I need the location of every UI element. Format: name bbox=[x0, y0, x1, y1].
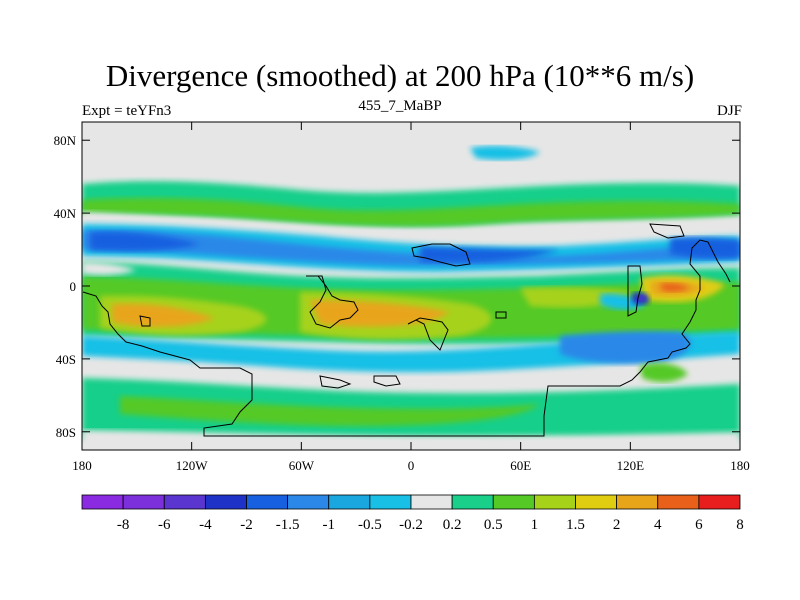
colorbar-label: -4 bbox=[199, 517, 212, 533]
x-tick-label: 120W bbox=[176, 458, 209, 473]
colorbar-label: 1.5 bbox=[566, 517, 585, 533]
x-tick-label: 60E bbox=[510, 458, 531, 473]
x-tick-label: 60W bbox=[289, 458, 315, 473]
y-tick-label: 0 bbox=[70, 279, 77, 294]
colorbar-label: -1.5 bbox=[276, 517, 300, 533]
coast-outline-indonesia bbox=[627, 265, 643, 317]
colorbar-swatch bbox=[410, 494, 453, 510]
colorbar-swatch bbox=[204, 494, 247, 510]
colorbar-label: 2 bbox=[613, 517, 621, 533]
y-tick-label: 80S bbox=[56, 425, 76, 440]
colorbar-label: -8 bbox=[117, 517, 130, 533]
westpac-strong-conv bbox=[670, 237, 740, 259]
colorbar-swatch bbox=[369, 494, 412, 510]
coast-outline-pacific bbox=[82, 239, 731, 437]
colorbar-swatch bbox=[287, 494, 330, 510]
coast-outline-japan bbox=[649, 223, 685, 239]
coast-outline-antarctic-peninsula bbox=[319, 375, 352, 389]
colorbar-swatch bbox=[328, 494, 371, 510]
experiment-label: Expt = teYFn3 bbox=[82, 103, 172, 119]
colorbar-swatch bbox=[81, 494, 124, 510]
colorbar-label: 4 bbox=[654, 517, 662, 533]
colorbar-swatch bbox=[163, 494, 206, 510]
y-axis: 80N 40N 0 40S 80S bbox=[54, 133, 740, 440]
colorbar-swatch bbox=[122, 494, 165, 510]
colorbar-swatch bbox=[492, 494, 535, 510]
subtropical-blue-core bbox=[82, 229, 740, 266]
colorbar-label: -6 bbox=[158, 517, 171, 533]
x-axis: 180 120W 60W 0 60E 120E 180 bbox=[72, 122, 750, 473]
east-pacific-gap bbox=[82, 262, 136, 276]
colorbar-label: 8 bbox=[736, 517, 744, 533]
pacific-strong-conv bbox=[90, 231, 200, 252]
x-tick-label: 180 bbox=[730, 458, 750, 473]
colorbar-label: -0.2 bbox=[399, 517, 423, 533]
colorbar-label: -0.5 bbox=[358, 517, 382, 533]
coast-outline-island bbox=[139, 315, 151, 327]
antarctic-gap bbox=[82, 430, 740, 450]
colorbar-label: -1 bbox=[323, 517, 336, 533]
colorbar: -8 -6 -4 -2 -1.5 -1 -0.5 -0.2 0.2 0.5 1 1.5 2 4 6 8 bbox=[81, 494, 744, 533]
colorbar-label: 0.2 bbox=[443, 517, 462, 533]
x-tick-label: 0 bbox=[408, 458, 415, 473]
south-indian-conv bbox=[560, 331, 691, 364]
chart-title: Divergence (smoothed) at 200 hPa (10**6 … bbox=[105, 58, 695, 93]
colorbar-swatch bbox=[575, 494, 618, 510]
south-east-div-patch bbox=[640, 363, 688, 383]
africa-strong-conv bbox=[420, 246, 560, 263]
coast-outline-southamerica bbox=[306, 275, 359, 329]
southern-green-band bbox=[120, 396, 540, 426]
colorbar-label: -2 bbox=[240, 517, 253, 533]
divergence-field bbox=[82, 145, 740, 450]
coast-outline-south-georgia bbox=[373, 375, 401, 387]
y-tick-label: 40N bbox=[54, 206, 77, 221]
indian-conv-patch bbox=[600, 293, 645, 310]
y-tick-label: 80N bbox=[54, 133, 77, 148]
coast-outline-africa bbox=[411, 243, 471, 267]
colorbar-swatch bbox=[451, 494, 494, 510]
case-label: 455_7_MaBP bbox=[358, 98, 442, 114]
north-green-band bbox=[82, 197, 740, 227]
colorbar-label: 6 bbox=[695, 517, 703, 533]
coast-outline-southafrica bbox=[407, 317, 449, 351]
colorbar-label: 1 bbox=[531, 517, 539, 533]
coastlines bbox=[82, 223, 731, 437]
colorbar-label: 0.5 bbox=[484, 517, 503, 533]
colorbar-swatch bbox=[657, 494, 700, 510]
arctic-conv-patch bbox=[470, 145, 540, 160]
y-tick-label: 40S bbox=[56, 352, 76, 367]
borneo-peak-conv bbox=[637, 295, 646, 302]
coast-outline-madagascar bbox=[495, 311, 507, 319]
x-tick-label: 120E bbox=[617, 458, 645, 473]
colorbar-swatch bbox=[698, 494, 741, 510]
colorbar-swatch bbox=[533, 494, 576, 510]
x-tick-label: 180 bbox=[72, 458, 92, 473]
colorbar-swatch bbox=[246, 494, 289, 510]
colorbar-swatch bbox=[616, 494, 659, 510]
season-label: DJF bbox=[716, 103, 742, 119]
south-pacific-div-core bbox=[112, 303, 215, 327]
maritime-cont-div-peak bbox=[660, 283, 690, 292]
